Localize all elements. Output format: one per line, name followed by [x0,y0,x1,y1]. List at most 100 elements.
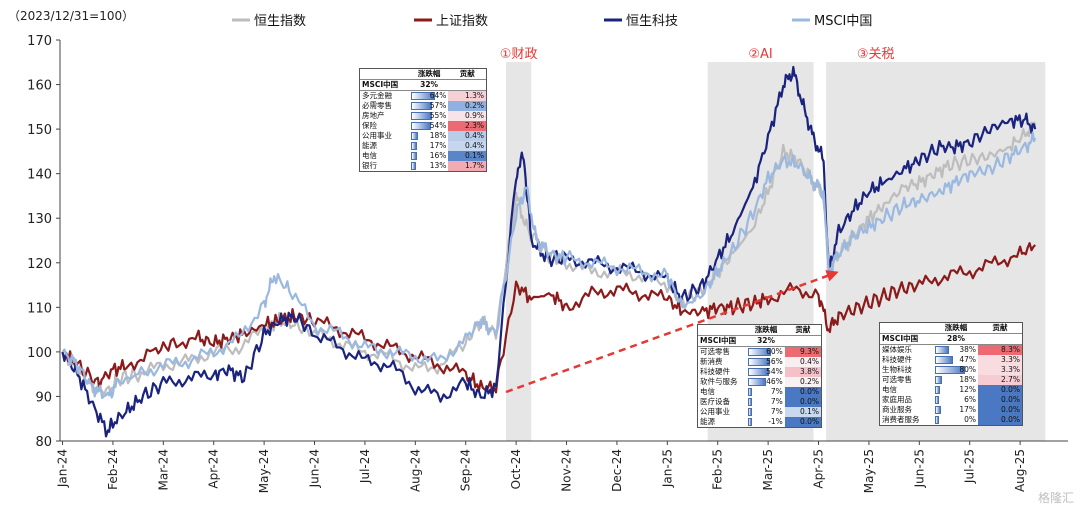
sector-change-bar [935,406,942,414]
sector-name: 科技硬件 [700,367,730,376]
series-line-3 [61,65,1037,438]
sector-contrib: 3.8% [784,367,821,377]
chart-subtitle: （2023/12/31=100） [8,9,134,23]
sector-change-bar [410,142,418,150]
sector-change: 7% [747,407,784,417]
sector-contrib: 0.0% [784,417,821,427]
sector-name: 房地产 [362,111,385,120]
sector-contrib: 2.7% [978,375,1022,385]
sector-change-bar [935,356,953,364]
legend-label-1: 恒生指数 [254,14,306,29]
table-header-blank [360,69,410,80]
x-tick-label: May-25 [862,449,876,493]
sector-contrib: 0.0% [784,387,821,397]
sector-change: 54% [410,121,449,131]
x-tick-label: Aug-24 [408,449,422,492]
table-main-name: MSCI中国 [880,333,934,345]
y-tick-label: 110 [27,301,52,316]
table-main-contrib [978,333,1022,345]
sector-contrib: 0.2% [784,377,821,387]
sector-change: 56% [747,357,784,367]
sector-contrib: 8.3% [978,344,1022,355]
table-row: 软件与服务 46% 0.2% [698,377,821,387]
sector-contrib: 0.1% [784,407,821,417]
y-tick-label: 160 [27,79,52,94]
y-tick-label: 140 [27,168,52,183]
sector-change-bar [410,132,418,140]
sector-change-bar [935,346,950,354]
table-row: 保险 54% 2.3% [360,121,486,131]
y-tick-label: 100 [27,346,52,361]
sector-name: 能源 [362,141,377,150]
sector-change: 16% [410,151,449,161]
sector-contrib: 1.3% [448,90,486,101]
sector-contrib: 0.9% [448,111,486,121]
sector-change: 6% [934,395,978,405]
sector-change-bar [935,366,966,374]
x-tick-label: Jan-25 [660,449,674,488]
table-main-contrib [784,335,821,347]
y-tick-label: 90 [35,390,52,405]
sector-change-bar [748,408,753,416]
sector-name: 软件与服务 [700,377,738,386]
sector-change: 12% [934,385,978,395]
sector-contrib: 2.3% [448,121,486,131]
sector-name: 多元金融 [362,91,392,100]
watermark: 格隆汇 [1037,491,1074,505]
sector-change-bar [748,398,753,406]
sector-name: 公用事业 [362,131,392,140]
table-row: 医疗设备 7% 0.0% [698,397,821,407]
sector-change: 46% [747,377,784,387]
sector-contrib: 0.1% [448,151,486,161]
table-row: 银行 13% 1.7% [360,161,486,171]
sector-contrib: 0.4% [448,141,486,151]
sector-name: 能源 [700,417,715,426]
sector-contrib: 0.0% [784,397,821,407]
sector-change: 17% [410,141,449,151]
sector-change-bar [748,358,770,366]
sector-table-1: 涨跌幅 贡献 MSCI中国 32% 多元金融 64% 1.3% 必需零售 57% 0.2% 房地产 5… [359,68,487,172]
shaded-region-label-1: ①财政 [500,47,538,62]
sector-change: 17% [934,405,978,415]
x-tick-label: Jun-24 [308,449,322,488]
table-row: 能源 -1% 0.0% [698,417,821,427]
x-tick-label: May-24 [257,449,271,493]
table-main-change: 28% [934,333,978,345]
sector-name: 可选零售 [882,375,912,384]
sector-change-bar [748,418,753,426]
sector-contrib: 9.3% [784,346,821,357]
sector-name: 新消费 [700,357,723,366]
table-main-name: MSCI中国 [360,79,410,91]
x-tick-label: Apr-25 [812,449,826,489]
y-tick-label: 170 [27,34,52,49]
table-main-contrib [448,79,486,91]
y-tick-label: 80 [35,435,52,450]
legend-label-3: 恒生科技 [626,14,678,29]
sector-contrib: 3.3% [978,365,1022,375]
sector-change: -1% [747,417,784,427]
sector-change-bar [935,416,939,424]
sector-name: 家庭用品 [882,395,912,404]
annotations: ①财政 ②AI ③关税 [500,47,895,394]
x-tick-label: Feb-24 [106,449,120,490]
table-row: 生物科技 80% 3.3% [880,365,1022,375]
sector-change-bar [935,376,942,384]
table-row: 电信 16% 0.1% [360,151,486,161]
sector-contrib: 0.0% [978,405,1022,415]
sector-change-bar [748,348,772,356]
sector-contrib: 0.4% [784,357,821,367]
table-header-change: 涨跌幅 [409,69,449,80]
sector-change-bar [748,378,766,386]
table-header-blank [698,325,748,336]
sector-name: 必需零售 [362,101,392,110]
sector-change: 80% [934,365,978,375]
table-header-change: 涨跌幅 [934,323,978,334]
shaded-region-label-3: ③关税 [857,47,895,62]
sector-name: 保险 [362,121,377,130]
sector-change: 57% [410,101,449,111]
table-row: 消费者服务 0% 0.0% [880,415,1022,425]
x-tick-label: Dec-24 [610,449,624,492]
sector-change: 18% [934,375,978,385]
table-row: 公用事业 18% 0.4% [360,131,486,141]
